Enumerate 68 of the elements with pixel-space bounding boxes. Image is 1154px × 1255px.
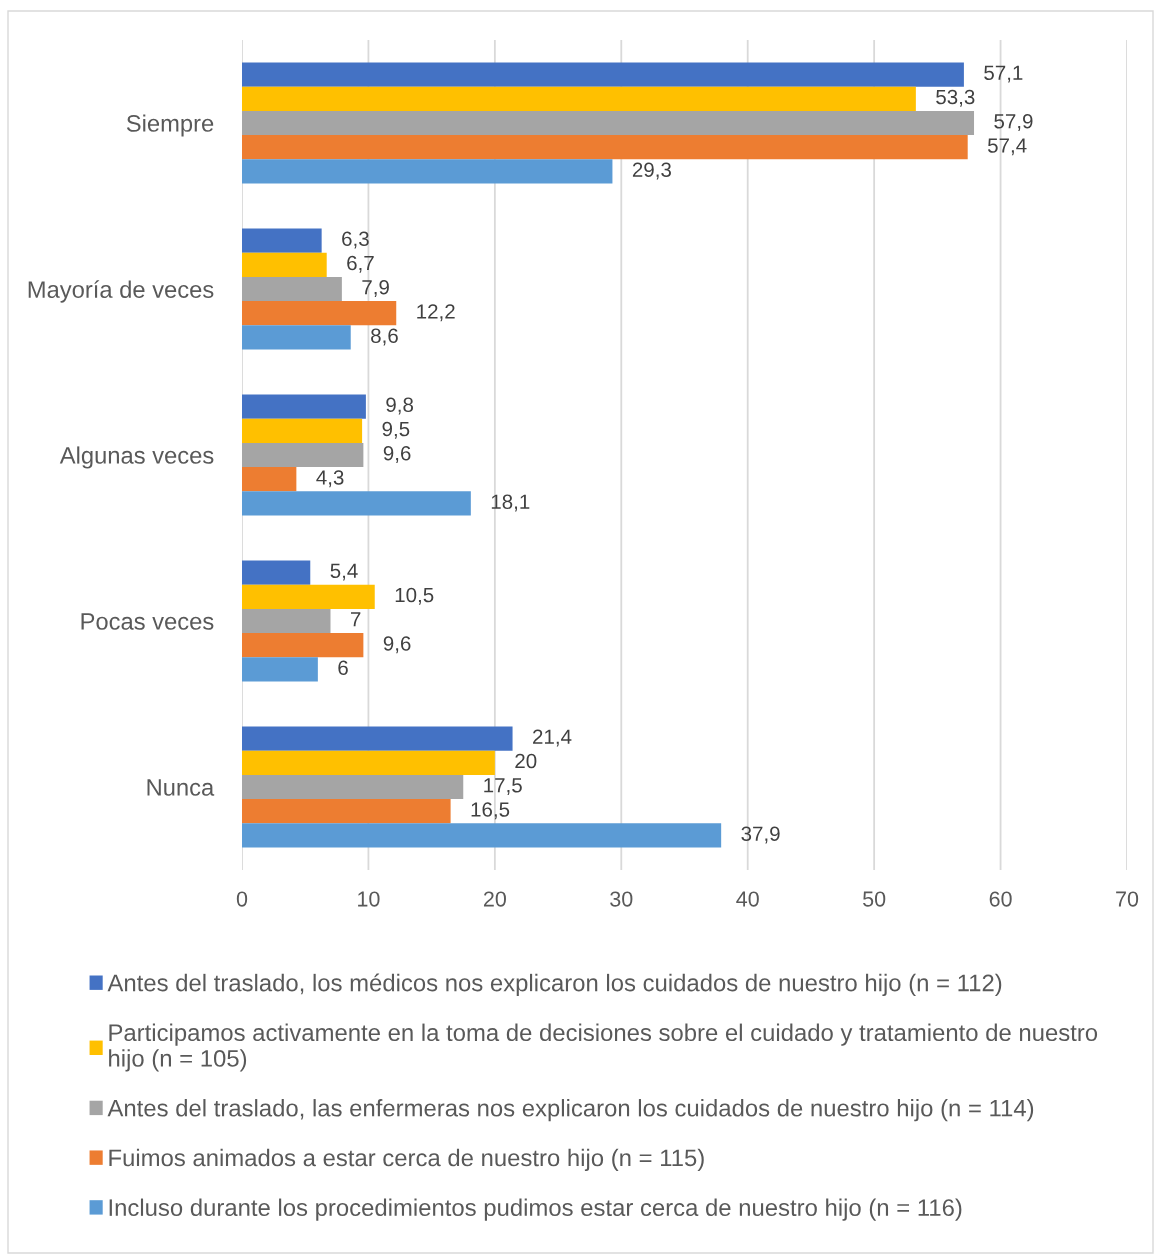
data-label: 17,5 <box>484 778 522 795</box>
data-label: 9,5 <box>382 421 410 439</box>
data-label: 7,9 <box>362 279 389 297</box>
bar <box>242 418 363 443</box>
data-label: 5,4 <box>330 563 358 581</box>
bar <box>242 62 964 87</box>
bar <box>242 159 613 184</box>
y-tick-label: Pocas veces <box>81 613 214 630</box>
bar <box>242 633 364 658</box>
x-tick-label: 50 <box>863 891 886 907</box>
y-tick-label: Algunas veces <box>59 446 214 469</box>
bar <box>242 657 318 682</box>
bar <box>242 394 366 419</box>
data-label: 9,6 <box>383 636 411 654</box>
data-label: 37,9 <box>741 826 780 844</box>
bar <box>242 252 327 277</box>
data-label: 7 <box>351 612 361 627</box>
data-label: 10,5 <box>395 587 434 605</box>
legend-label: Participamos activamente en la toma de decisiones sobre el cuidado y tratamiento de nuestro hijo (n = 105) <box>109 1023 1098 1072</box>
data-label: 57,4 <box>987 138 1027 156</box>
data-label: 6,3 <box>342 231 369 249</box>
bar <box>242 608 331 634</box>
bar <box>242 276 342 302</box>
bar <box>242 726 513 751</box>
data-label: 20 <box>515 753 537 769</box>
x-tick-label: 30 <box>610 891 633 907</box>
data-label: 6,7 <box>347 255 374 273</box>
legend-label: Incluso durante los procedimientos pudimos estar cerca de nuestro hijo (n = 116) <box>109 1198 962 1221</box>
bar <box>242 584 375 609</box>
bar <box>242 774 464 800</box>
bar <box>242 110 975 136</box>
bar <box>242 799 451 824</box>
x-tick-label: 20 <box>483 891 506 907</box>
bar <box>242 228 322 253</box>
data-label: 53,3 <box>936 89 975 107</box>
data-label: 12,2 <box>417 304 455 322</box>
bar <box>242 560 311 585</box>
bar <box>242 135 968 160</box>
bar <box>242 86 916 111</box>
legend-label: Fuimos animados a estar cerca de nuestro hijo (n = 115) <box>109 1148 704 1172</box>
x-tick-label: 40 <box>736 891 759 907</box>
legend-label: Antes del traslado, los médicos nos explicaron los cuidados de nuestro hijo (n = 112) <box>107 973 1002 997</box>
data-label: 9,8 <box>386 397 414 415</box>
x-tick-label: 60 <box>989 891 1012 907</box>
bar <box>242 301 397 326</box>
x-tick-label: 0 <box>236 891 248 907</box>
data-label: 57,9 <box>994 113 1033 131</box>
data-label: 9,6 <box>383 445 411 463</box>
x-tick-label: 10 <box>358 891 380 907</box>
bar <box>242 823 722 848</box>
bar <box>242 750 495 775</box>
data-label: 21,4 <box>533 729 572 747</box>
legend-label: Antes del traslado, las enfermeras nos explicaron los cuidados de nuestro hijo (n = 114) <box>107 1099 1034 1122</box>
bar <box>242 467 297 492</box>
y-tick-label: Mayoría de veces <box>28 280 214 303</box>
x-tick-label: 70 <box>1116 891 1139 907</box>
y-tick-label: Siempre <box>126 114 214 137</box>
data-label: 6 <box>338 660 348 675</box>
data-label: 29,3 <box>632 162 671 180</box>
data-label: 8,6 <box>371 328 398 346</box>
data-label: 4,3 <box>316 470 344 488</box>
bar <box>242 325 351 350</box>
data-label: 57,1 <box>984 65 1023 83</box>
bar <box>242 491 471 516</box>
data-label: 16,5 <box>471 802 510 820</box>
data-label: 18,1 <box>491 494 530 512</box>
y-tick-label: Nunca <box>147 779 215 796</box>
bar <box>242 442 364 468</box>
